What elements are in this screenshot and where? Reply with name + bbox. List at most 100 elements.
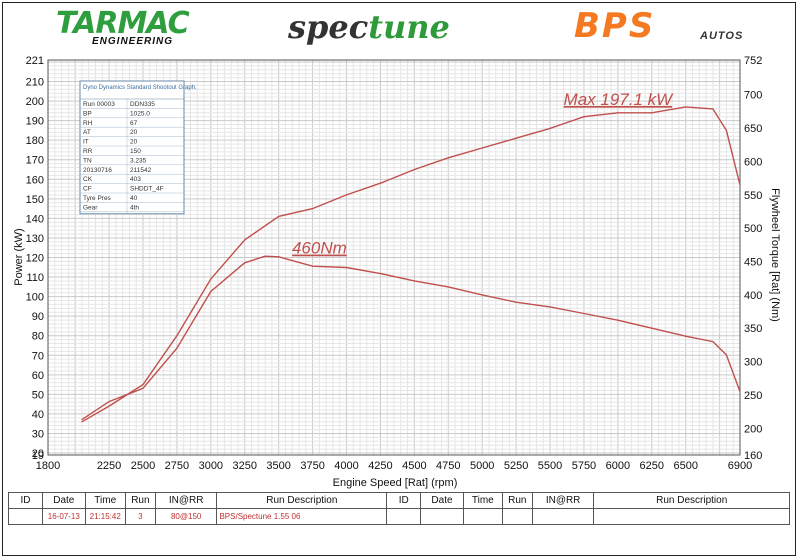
y-tick-label: 150 bbox=[26, 194, 44, 206]
x-tick-label: 6500 bbox=[673, 460, 697, 472]
y-tick-label: 210 bbox=[26, 77, 44, 89]
run-table-cell bbox=[501, 508, 533, 525]
spectune-logo-b: tune bbox=[368, 8, 450, 46]
torque-point bbox=[379, 272, 382, 275]
run-table-cell: 16-07-13 bbox=[42, 508, 86, 525]
torque-point bbox=[244, 262, 246, 264]
power-point bbox=[739, 184, 741, 186]
run-table-header-cell: IN@RR bbox=[531, 492, 595, 509]
info-box-value: 211542 bbox=[130, 167, 152, 174]
run-table-cell bbox=[420, 508, 464, 525]
info-box-value: 3.235 bbox=[130, 157, 147, 164]
tarmac-logo: TARMAC bbox=[56, 6, 190, 41]
torque-point bbox=[108, 401, 110, 403]
info-box-frame bbox=[79, 80, 185, 215]
info-box-key: IT bbox=[83, 139, 89, 146]
info-box-value: 20 bbox=[130, 139, 138, 146]
y2-tick-label: 700 bbox=[744, 90, 762, 102]
y-tick-label: 70 bbox=[32, 350, 44, 362]
torque-point bbox=[739, 391, 741, 393]
run-table-cell: 21:15:42 bbox=[84, 508, 126, 525]
y-tick-label: 60 bbox=[32, 370, 44, 382]
y2-tick-label: 600 bbox=[744, 156, 762, 168]
torque-point bbox=[210, 290, 212, 293]
run-table-cell bbox=[7, 508, 44, 525]
y2-tick-label: 400 bbox=[744, 290, 762, 302]
power-point bbox=[583, 116, 585, 118]
power-point bbox=[515, 137, 517, 139]
bps-logo-subtitle: AUTOS bbox=[700, 30, 744, 42]
x-tick-label: 3750 bbox=[300, 460, 324, 472]
info-box-key: RH bbox=[83, 120, 93, 127]
torque-point bbox=[725, 354, 728, 356]
torque-point bbox=[651, 327, 653, 329]
run-table: ID Date Time Run IN@RR Run Description ID Date T… bbox=[7, 492, 790, 525]
run-table-header-cell: Run Description bbox=[593, 492, 790, 509]
info-box-key: RR bbox=[83, 148, 93, 155]
info-box-key: Tyre Pres bbox=[83, 195, 112, 202]
power-point bbox=[108, 405, 110, 407]
x-tick-label: 4000 bbox=[334, 460, 358, 472]
y-tick-label: 80 bbox=[32, 331, 44, 343]
y2-tick-label: 300 bbox=[744, 357, 762, 369]
x-axis-label: Engine Speed [Rat] (rpm) bbox=[333, 477, 458, 489]
dyno-chart: 1800 2250 2500 2750 3000 3250 3500 3750 4000 4250… bbox=[13, 55, 781, 489]
run-table-cell bbox=[531, 508, 595, 525]
run-table-header-cell: ID bbox=[7, 492, 44, 509]
torque-point bbox=[81, 419, 83, 421]
y-tick-label: 130 bbox=[26, 233, 44, 245]
run-table-header: ID Date Time Run IN@RR Run Description ID Date T… bbox=[7, 492, 790, 509]
info-box-key: CK bbox=[83, 176, 93, 183]
run-table-cell: BPS/Spectune 1.55 06 bbox=[216, 508, 388, 525]
run-table-header-cell: Run Description bbox=[216, 492, 388, 509]
x-tick-label: 5250 bbox=[504, 460, 528, 472]
info-box-title: Dyno Dynamics Standard Shootout Graph. bbox=[83, 85, 197, 91]
x-tick-label: 3250 bbox=[233, 460, 257, 472]
y-tick-label: 190 bbox=[26, 116, 44, 128]
y2-tick-label: 752 bbox=[744, 55, 762, 67]
x-tick-label: 6000 bbox=[606, 460, 630, 472]
x-tick-label: 1800 bbox=[36, 460, 60, 472]
power-point bbox=[379, 182, 382, 184]
y-tick-label: 110 bbox=[26, 272, 44, 284]
torque-point bbox=[515, 301, 517, 303]
y-tick-label: 120 bbox=[26, 253, 44, 265]
y-axis-label: Power (kW) bbox=[13, 228, 25, 285]
info-box-key: TN bbox=[83, 157, 92, 164]
run-table-cell: 3 bbox=[124, 508, 156, 525]
power-point bbox=[725, 129, 728, 131]
power-point bbox=[447, 157, 449, 159]
torque-point bbox=[413, 280, 415, 282]
y-tick-label: 30 bbox=[32, 428, 44, 440]
power-point bbox=[549, 127, 551, 130]
power-point bbox=[81, 421, 83, 423]
info-box-key: Run 00003 bbox=[83, 101, 115, 108]
power-point bbox=[210, 278, 212, 280]
power-point bbox=[712, 108, 714, 110]
y2-tick-label: 200 bbox=[744, 423, 762, 435]
x-tick-label: 4500 bbox=[402, 460, 426, 472]
power-point bbox=[481, 147, 483, 149]
info-box-value: 4th bbox=[130, 204, 139, 211]
annotation-label: Max 197.1 kW bbox=[564, 90, 675, 109]
spectune-logo-a: spec bbox=[288, 8, 369, 46]
run-table-header-cell: Run bbox=[124, 492, 156, 509]
x-tick-label: 2250 bbox=[97, 460, 121, 472]
info-box-key: 20130716 bbox=[83, 167, 112, 174]
torque-point bbox=[481, 294, 483, 296]
torque-point bbox=[583, 312, 585, 315]
info-box-value: 67 bbox=[130, 120, 138, 127]
y-tick-label: 50 bbox=[32, 389, 44, 401]
run-table-row: 16-07-13 21:15:42 3 80@150 BPS/Spectune 1.55… bbox=[7, 508, 790, 525]
run-table-header-cell: ID bbox=[386, 492, 422, 509]
run-table-header-cell: Time bbox=[84, 492, 126, 509]
y-tick-label: 90 bbox=[32, 311, 44, 323]
y-tick-label: 20 bbox=[32, 448, 44, 460]
power-point bbox=[176, 335, 178, 337]
power-point bbox=[345, 194, 348, 196]
x-tick-label: 6250 bbox=[640, 460, 664, 472]
y2-axis-label: Flywheel Torque [Rat] (Nm) bbox=[769, 188, 781, 322]
torque-point bbox=[278, 256, 280, 258]
run-table-header-cell: Time bbox=[462, 492, 503, 509]
